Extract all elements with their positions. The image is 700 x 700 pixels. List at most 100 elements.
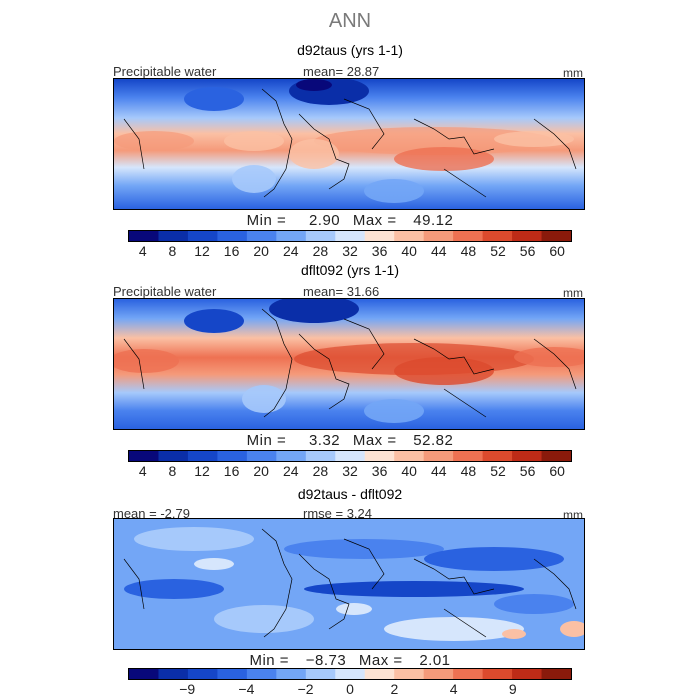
colorbar-tick-label: 36 bbox=[371, 243, 388, 259]
colorbar-tick-label: 8 bbox=[168, 463, 177, 479]
panel2-colorbar-ticks: 4 8 12 16 20 24 28 32 36 40 44 48 52 56 60 bbox=[128, 463, 572, 479]
colorbar-segment bbox=[158, 669, 189, 679]
colorbar-segment bbox=[129, 231, 159, 241]
panel2-minmax: Min = 3.32 Max = 52.82 bbox=[0, 432, 700, 449]
panel3-colorbar bbox=[128, 668, 572, 680]
panel1-colorbar bbox=[128, 230, 572, 242]
colorbar-tick-label: 52 bbox=[490, 463, 506, 479]
colorbar-segment bbox=[217, 669, 248, 679]
colorbar-tick-label: 0 bbox=[346, 681, 354, 697]
colorbar-segment bbox=[423, 669, 454, 679]
panel1-max-value: 49.12 bbox=[413, 212, 454, 229]
colorbar-tick-label: 16 bbox=[223, 463, 240, 479]
colorbar-segment bbox=[423, 231, 454, 241]
panel1-mean-label: mean= 28.87 bbox=[303, 64, 380, 79]
colorbar-tick-label: 60 bbox=[549, 243, 565, 259]
colorbar-segment bbox=[276, 231, 307, 241]
colorbar-tick-label: 4 bbox=[138, 243, 147, 259]
colorbar-segment bbox=[541, 669, 571, 679]
colorbar-tick-label: 8 bbox=[168, 243, 177, 259]
colorbar-tick-label: 4 bbox=[138, 463, 147, 479]
panel3-minmax: Min = −8.73 Max = 2.01 bbox=[0, 652, 700, 669]
colorbar-tick-label: 32 bbox=[342, 463, 358, 479]
colorbar-segment bbox=[335, 451, 366, 461]
colorbar-segment bbox=[394, 231, 425, 241]
panel2-max-value: 52.82 bbox=[413, 432, 454, 449]
panel3-max-value: 2.01 bbox=[419, 652, 451, 669]
panel2-map bbox=[113, 298, 585, 430]
colorbar-segment bbox=[187, 669, 218, 679]
panel3-min-label: Min = bbox=[249, 652, 290, 669]
colorbar-tick-label: 24 bbox=[283, 243, 299, 259]
panel1-variable-label: Precipitable water bbox=[113, 64, 217, 79]
colorbar-segment bbox=[246, 451, 277, 461]
colorbar-segment bbox=[541, 231, 571, 241]
colorbar-segment bbox=[394, 669, 425, 679]
colorbar-segment bbox=[482, 231, 513, 241]
colorbar-segment bbox=[394, 451, 425, 461]
panel1-map-svg bbox=[114, 79, 584, 209]
panel1-max-label: Max = bbox=[352, 212, 397, 229]
colorbar-tick-label: 56 bbox=[519, 243, 536, 259]
colorbar-segment bbox=[276, 669, 307, 679]
colorbar-segment bbox=[453, 669, 484, 679]
panel1-map bbox=[113, 78, 585, 210]
colorbar-segment bbox=[541, 451, 571, 461]
colorbar-tick-label: 36 bbox=[371, 463, 388, 479]
panel1-minmax: Min = 2.90 Max = 49.12 bbox=[0, 212, 700, 229]
panel2-colorbar bbox=[128, 450, 572, 462]
colorbar-tick-label: 40 bbox=[401, 243, 417, 259]
colorbar-tick-label: 2 bbox=[390, 681, 399, 697]
colorbar-tick-label: 20 bbox=[253, 243, 269, 259]
colorbar-tick-label: −9 bbox=[179, 681, 196, 697]
panel2-map-svg bbox=[114, 299, 584, 429]
colorbar-segment bbox=[217, 231, 248, 241]
colorbar-segment bbox=[364, 231, 395, 241]
colorbar-segment bbox=[512, 669, 543, 679]
colorbar-tick-label: 32 bbox=[342, 243, 358, 259]
panel2-colorbar-svg bbox=[129, 451, 571, 461]
colorbar-segment bbox=[453, 231, 484, 241]
panel3-map-svg bbox=[114, 519, 584, 649]
colorbar-tick-label: 24 bbox=[283, 463, 299, 479]
panel3-rmse-label: rmse = 3.24 bbox=[303, 506, 373, 521]
colorbar-segment bbox=[423, 451, 454, 461]
colorbar-tick-label: 52 bbox=[490, 243, 506, 259]
panel2-max-label: Max = bbox=[352, 432, 397, 449]
colorbar-tick-label: 9 bbox=[508, 681, 517, 697]
colorbar-segment bbox=[158, 451, 189, 461]
panel3-mean-label: mean = -2.79 bbox=[113, 506, 190, 521]
panel3-colorbar-ticks: −9 −4 −2 0 2 4 9 bbox=[128, 681, 572, 697]
panel3-map bbox=[113, 518, 585, 650]
panel1-units: mm bbox=[563, 66, 583, 80]
panel1-min-value: 2.90 bbox=[308, 212, 341, 229]
colorbar-segment bbox=[305, 451, 336, 461]
colorbar-tick-label: 56 bbox=[519, 463, 536, 479]
colorbar-segment bbox=[129, 669, 159, 679]
panel2-units: mm bbox=[563, 286, 583, 300]
colorbar-tick-label: 44 bbox=[431, 243, 447, 259]
colorbar-tick-label: 16 bbox=[223, 243, 240, 259]
colorbar-tick-label: 28 bbox=[312, 243, 329, 259]
colorbar-segment bbox=[512, 231, 543, 241]
colorbar-segment bbox=[187, 231, 218, 241]
colorbar-segment bbox=[129, 451, 159, 461]
colorbar-tick-label: 12 bbox=[194, 243, 210, 259]
colorbar-segment bbox=[364, 451, 395, 461]
colorbar-segment bbox=[187, 451, 218, 461]
colorbar-tick-label: 48 bbox=[460, 243, 477, 259]
colorbar-tick-label: 12 bbox=[194, 463, 210, 479]
colorbar-segment bbox=[482, 669, 513, 679]
colorbar-tick-label: 40 bbox=[401, 463, 417, 479]
colorbar-segment bbox=[276, 451, 307, 461]
colorbar-segment bbox=[453, 451, 484, 461]
colorbar-segment bbox=[335, 231, 366, 241]
panel3-colorbar-svg bbox=[129, 669, 571, 679]
colorbar-tick-label: 20 bbox=[253, 463, 269, 479]
panel1-colorbar-svg bbox=[129, 231, 571, 241]
panel3-max-label: Max = bbox=[358, 652, 403, 669]
colorbar-segment bbox=[246, 669, 277, 679]
colorbar-tick-label: 48 bbox=[460, 463, 477, 479]
panel1-min-label: Min = bbox=[246, 212, 287, 229]
panel2-min-value: 3.32 bbox=[308, 432, 341, 449]
